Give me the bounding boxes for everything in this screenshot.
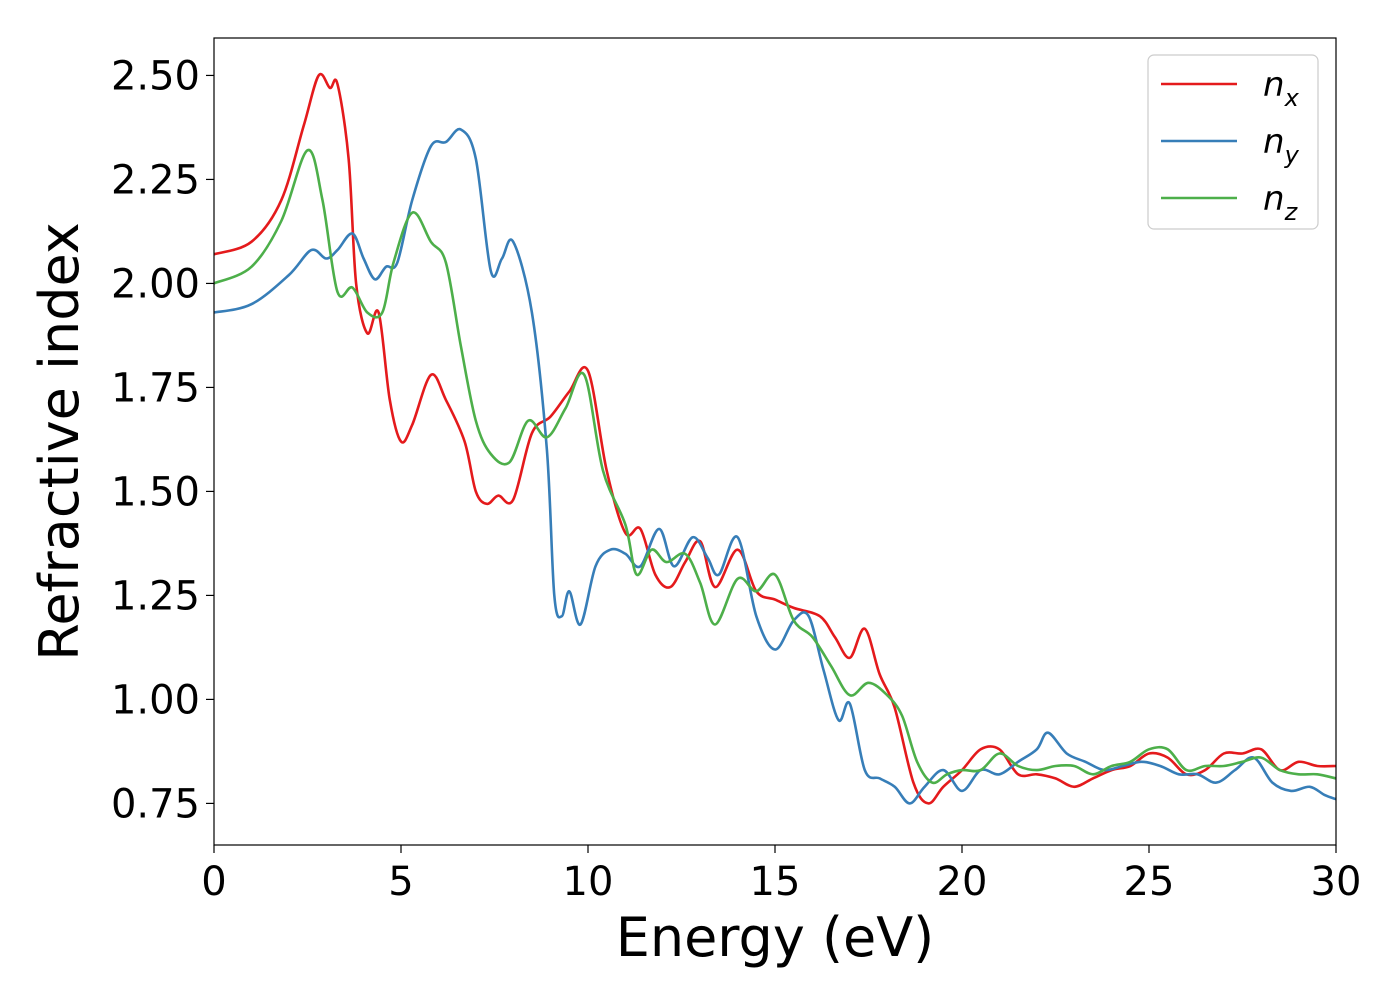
series-line-n-x <box>214 72 1336 805</box>
y-tick-label: 2.00 <box>111 261 200 307</box>
series-lines <box>214 72 1336 805</box>
legend-label-n-x: nx <box>1263 65 1300 112</box>
x-tick-label: 0 <box>201 859 226 905</box>
x-tick-label: 5 <box>388 859 413 905</box>
y-tick-label: 2.25 <box>111 157 200 203</box>
axis-ticks: 0 5 10 15 20 25 30 0.75 1.00 1.25 1.50 1.75 2.00 2.25… <box>111 53 1362 905</box>
y-tick-label: 1.25 <box>111 573 200 619</box>
x-axis-label: Energy (eV) <box>616 906 935 969</box>
x-tick-label: 15 <box>750 859 801 905</box>
x-tick-label: 20 <box>937 859 988 905</box>
x-tick-label: 10 <box>563 859 614 905</box>
plot-frame <box>213 37 1337 846</box>
y-tick-label: 0.75 <box>111 781 200 827</box>
y-tick-label: 1.75 <box>111 365 200 411</box>
series-line-n-y <box>214 127 1336 805</box>
y-tick-label: 1.50 <box>111 469 200 515</box>
series-line-n-z <box>214 148 1336 785</box>
y-tick-label: 1.00 <box>111 677 200 723</box>
x-tick-label: 25 <box>1124 859 1175 905</box>
x-tick-label: 30 <box>1311 859 1362 905</box>
legend-label-n-y: ny <box>1263 122 1300 169</box>
y-axis-label: Refractive index <box>28 222 91 661</box>
y-tick-label: 2.50 <box>111 53 200 99</box>
